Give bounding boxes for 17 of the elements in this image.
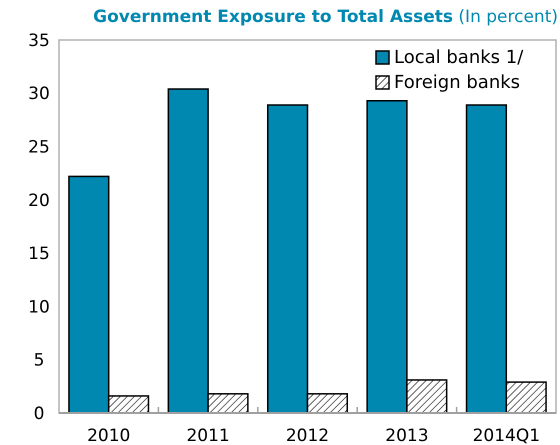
x-tick-label: 2013: [385, 426, 429, 445]
y-tick-label: 15: [28, 244, 50, 264]
x-tick-label: 2011: [186, 426, 230, 445]
y-tick-label: 10: [28, 297, 50, 318]
y-tick-label: 30: [28, 84, 50, 104]
y-tick-label: 25: [28, 138, 50, 158]
x-tick-label: 2010: [87, 426, 130, 445]
y-tick-label: 35: [28, 30, 50, 51]
x-tick-label: 2014Q1: [472, 426, 540, 445]
y-tick-label: 0: [34, 404, 44, 424]
x-tick-label: 2012: [286, 426, 330, 445]
legend-label: Local banks 1/: [394, 47, 524, 68]
chart-title: Government Exposure to Total Assets: [93, 7, 454, 27]
legend-label: Foreign banks: [394, 72, 520, 93]
chart-subtitle: (In percent): [453, 7, 558, 27]
y-tick-label: 20: [28, 190, 50, 211]
y-tick-label: 5: [34, 350, 44, 371]
